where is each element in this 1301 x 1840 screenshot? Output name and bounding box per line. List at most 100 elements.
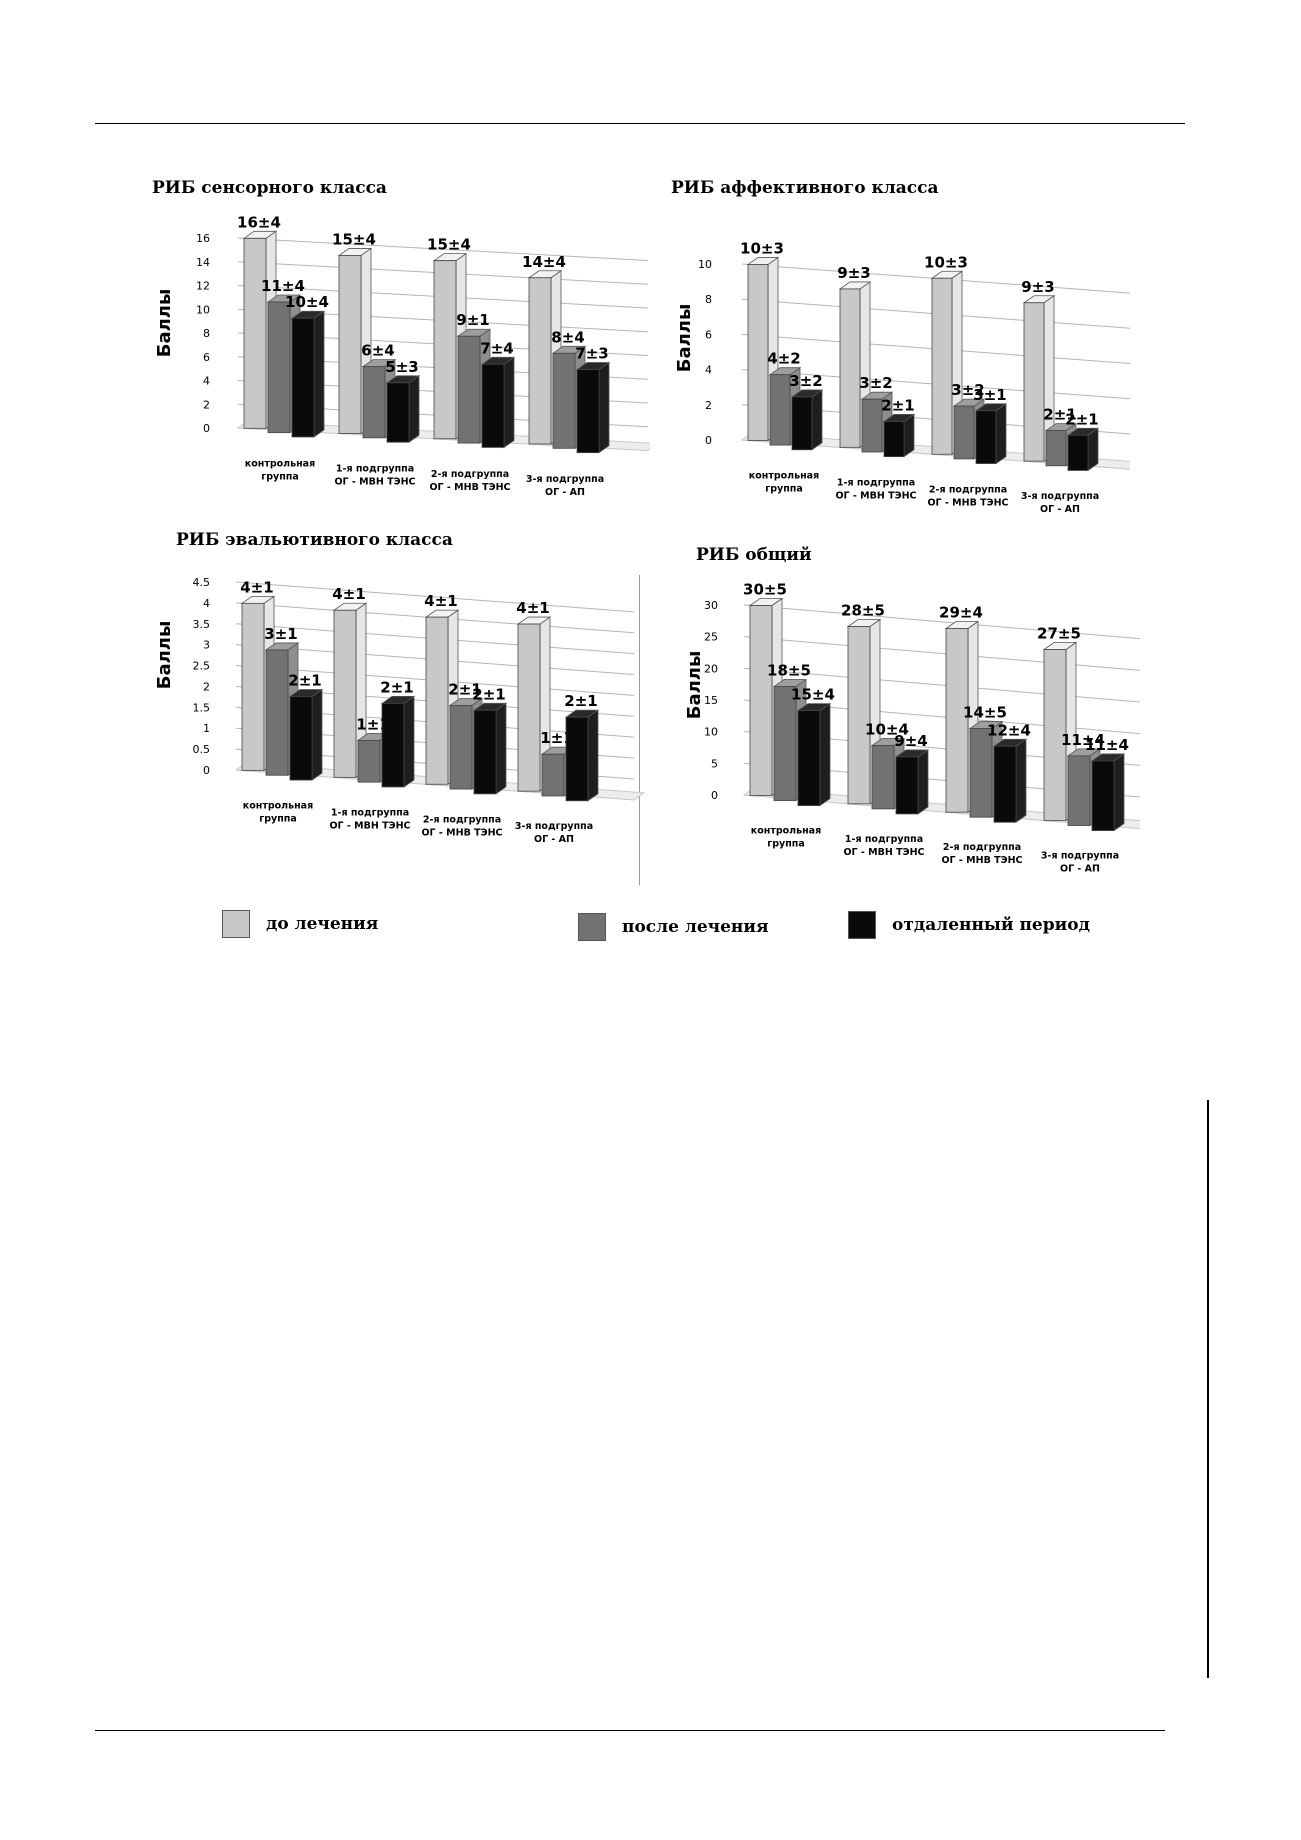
bar-side — [503, 356, 515, 449]
legend-swatch — [222, 910, 250, 938]
bar — [338, 255, 362, 434]
bar — [931, 277, 953, 455]
bar-side — [408, 375, 420, 443]
bar — [357, 739, 381, 783]
bar-side — [1015, 738, 1027, 824]
bar — [267, 301, 291, 434]
x-category-label: группа — [259, 813, 297, 824]
bar — [993, 745, 1017, 823]
y-tick-label: 12 — [196, 280, 210, 293]
x-category-label: 3-я подгруппа — [1041, 851, 1119, 862]
data-label: 11±4 — [1085, 736, 1129, 754]
top-rule — [95, 123, 1185, 124]
x-category-label: ОГ - АП — [1040, 504, 1080, 515]
bar — [895, 756, 919, 815]
data-label: 11±4 — [1061, 731, 1105, 749]
bar — [333, 609, 357, 778]
x-category-label: ОГ - МНВ ТЭНС — [941, 855, 1022, 866]
bar — [265, 649, 289, 776]
bar-side — [403, 695, 415, 788]
y-tick-label: 0 — [711, 789, 718, 802]
chart-total: РИБ общий 0 5 10 15 20 25 30 Баллы 30±5 18±5 15±4 к… — [660, 545, 1140, 890]
bar-side — [598, 361, 610, 454]
x-category-label: группа — [767, 839, 805, 850]
y-axis-label: Баллы — [154, 289, 175, 358]
x-category-label: ОГ - МВН ТЭНС — [835, 490, 916, 501]
legend-item-late: отдаленный период — [848, 911, 1090, 939]
x-category-label: контрольная — [243, 800, 313, 811]
bar-side — [311, 688, 323, 781]
data-label: 1±1 — [356, 715, 389, 733]
y-tick-label: 1 — [203, 722, 210, 735]
legend-label: отдаленный период — [892, 915, 1090, 935]
chart-title: РИБ аффективного класса — [671, 178, 939, 198]
bar — [975, 410, 997, 464]
data-label: 9±3 — [1021, 278, 1054, 296]
bar — [953, 405, 975, 460]
bar — [861, 398, 883, 453]
data-label: 27±5 — [1037, 625, 1081, 643]
y-tick-label: 0 — [705, 434, 712, 447]
bar — [381, 702, 405, 788]
bar — [457, 335, 481, 444]
y-tick-label: 6 — [203, 351, 210, 364]
data-label: 14±4 — [522, 253, 566, 271]
y-tick-label: 4 — [705, 364, 712, 377]
x-category-label: 2-я подгруппа — [929, 484, 1007, 495]
bar — [773, 686, 797, 801]
chart-affective: РИБ аффективного класса 0 2 4 6 8 10 Баллы 10±3… — [650, 178, 1130, 533]
data-label: 10±4 — [285, 293, 329, 311]
bar — [839, 288, 861, 448]
data-label: 15±4 — [427, 236, 471, 254]
y-tick-label: 25 — [704, 631, 718, 644]
x-category-label: ОГ - АП — [534, 834, 574, 845]
bar — [883, 421, 905, 458]
bar-side — [819, 702, 831, 807]
x-category-label: группа — [261, 471, 299, 482]
bar — [517, 623, 541, 792]
gridline — [237, 237, 649, 262]
data-label: 2±1 — [472, 685, 505, 703]
bar — [449, 705, 473, 790]
y-tick-label: 0 — [203, 764, 210, 777]
data-label: 4±1 — [240, 578, 273, 596]
y-tick-label: 2 — [203, 680, 210, 693]
y-tick-label: 14 — [196, 256, 210, 269]
data-label: 9±3 — [837, 264, 870, 282]
y-tick-label: 8 — [705, 293, 712, 306]
data-label: 8±4 — [551, 328, 584, 346]
data-label: 11±4 — [261, 277, 305, 295]
bar — [1045, 430, 1067, 467]
y-tick-label: 4 — [203, 375, 210, 388]
chart-divider-rule — [639, 575, 640, 885]
right-margin-rule — [1207, 1100, 1209, 1678]
chart-evaluative: РИБ эвальютивного класса 0 0.5 1 1.5 2 2.5 3 3.… — [140, 530, 650, 870]
bar-side — [995, 402, 1007, 465]
y-tick-label: 5 — [711, 757, 718, 770]
data-label: 2±1 — [1043, 406, 1076, 424]
y-tick-label: 2 — [705, 399, 712, 412]
y-tick-label: 20 — [704, 662, 718, 675]
data-label: 4±2 — [767, 350, 800, 368]
x-category-label: 1-я подгруппа — [845, 834, 923, 845]
data-label: 7±4 — [480, 339, 513, 357]
data-label: 4±1 — [516, 599, 549, 617]
bar — [241, 602, 265, 771]
bar — [1091, 760, 1115, 831]
y-tick-label: 4 — [203, 597, 210, 610]
data-label: 4±1 — [424, 592, 457, 610]
data-label: 6±4 — [361, 342, 394, 360]
x-category-label: 2-я подгруппа — [423, 814, 501, 825]
bar — [945, 628, 969, 813]
bar — [1043, 649, 1067, 821]
bar — [433, 260, 457, 440]
x-category-label: 3-я подгруппа — [526, 474, 604, 485]
bar — [362, 366, 386, 439]
y-tick-label: 1.5 — [193, 701, 211, 714]
bar-side — [917, 749, 929, 815]
x-category-label: контрольная — [245, 458, 315, 469]
data-label: 4±1 — [332, 585, 365, 603]
bar — [425, 616, 449, 785]
bar — [1023, 302, 1045, 462]
data-label: 3±2 — [951, 381, 984, 399]
